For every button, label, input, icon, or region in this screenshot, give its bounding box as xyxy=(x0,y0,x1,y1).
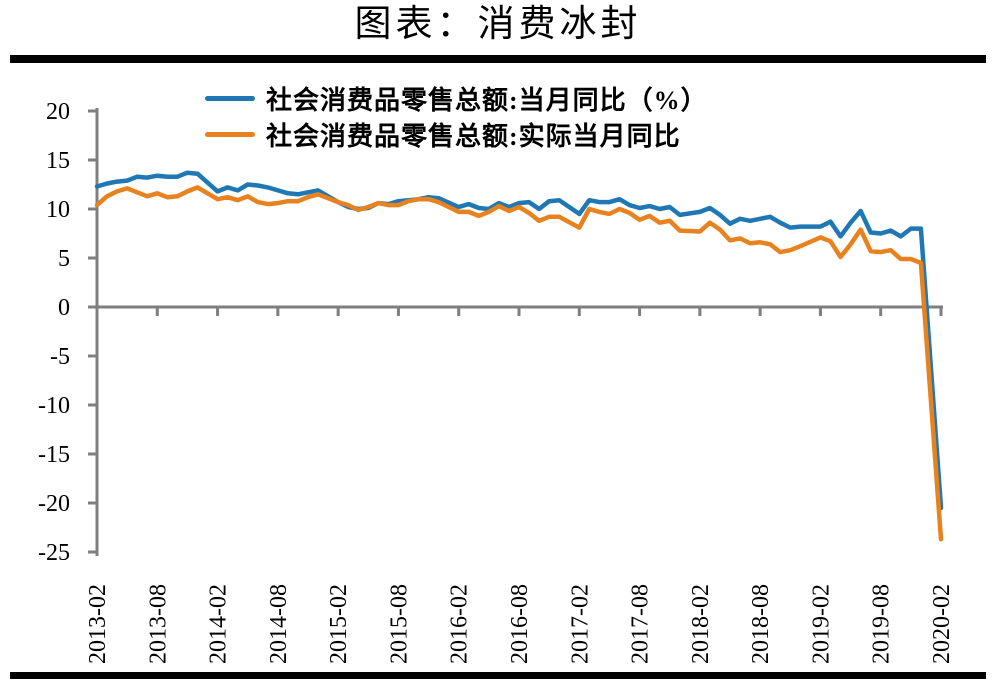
x-tick-label: 2020-02 xyxy=(929,584,955,664)
x-tick-label: 2016-02 xyxy=(447,584,473,664)
x-tick-label: 2018-02 xyxy=(688,584,714,664)
y-tick-label: 10 xyxy=(46,197,70,223)
legend-item-real: 社会消费品零售总额:实际当月同比 xyxy=(205,116,708,152)
series-line-nominal xyxy=(94,170,944,511)
x-tick-label: 2017-02 xyxy=(567,584,593,664)
x-tick-label: 2014-02 xyxy=(206,584,232,664)
series-swatch-real xyxy=(205,131,255,137)
y-tick-label: -10 xyxy=(38,393,70,419)
x-tick-label: 2019-02 xyxy=(808,584,834,664)
y-tick-label: 20 xyxy=(46,99,70,125)
legend-label-nominal: 社会消费品零售总额:当月同比（%） xyxy=(266,85,708,115)
x-tick-label: 2013-02 xyxy=(85,584,111,664)
x-tick-label: 2015-02 xyxy=(326,584,352,664)
y-tick-label: 5 xyxy=(58,246,70,272)
legend: 社会消费品零售总额:当月同比（%） 社会消费品零售总额:实际当月同比 xyxy=(205,80,708,152)
y-tick-label: 15 xyxy=(46,148,70,174)
y-tick-label: -20 xyxy=(38,491,70,517)
y-tick-label: -5 xyxy=(50,344,70,370)
series-line-real xyxy=(94,185,944,542)
top-rule xyxy=(10,55,986,63)
bottom-rule xyxy=(10,672,986,679)
x-tick-label: 2017-08 xyxy=(628,584,654,664)
legend-item-nominal: 社会消费品零售总额:当月同比（%） xyxy=(205,80,708,116)
x-tick-label: 2015-08 xyxy=(386,584,412,664)
y-tick-label: -15 xyxy=(38,442,70,468)
page-title: 图表：消费冰封 xyxy=(354,4,642,45)
y-tick-label: -25 xyxy=(38,540,70,566)
x-tick-label: 2019-08 xyxy=(869,584,895,664)
y-tick-label: 0 xyxy=(58,295,70,321)
legend-label-real: 社会消费品零售总额:实际当月同比 xyxy=(266,121,681,151)
x-tick-label: 2013-08 xyxy=(145,584,171,664)
x-tick-label: 2018-08 xyxy=(748,584,774,664)
x-tick-label: 2016-08 xyxy=(507,584,533,664)
series-swatch-nominal xyxy=(205,95,255,101)
x-tick-label: 2014-08 xyxy=(266,584,292,664)
